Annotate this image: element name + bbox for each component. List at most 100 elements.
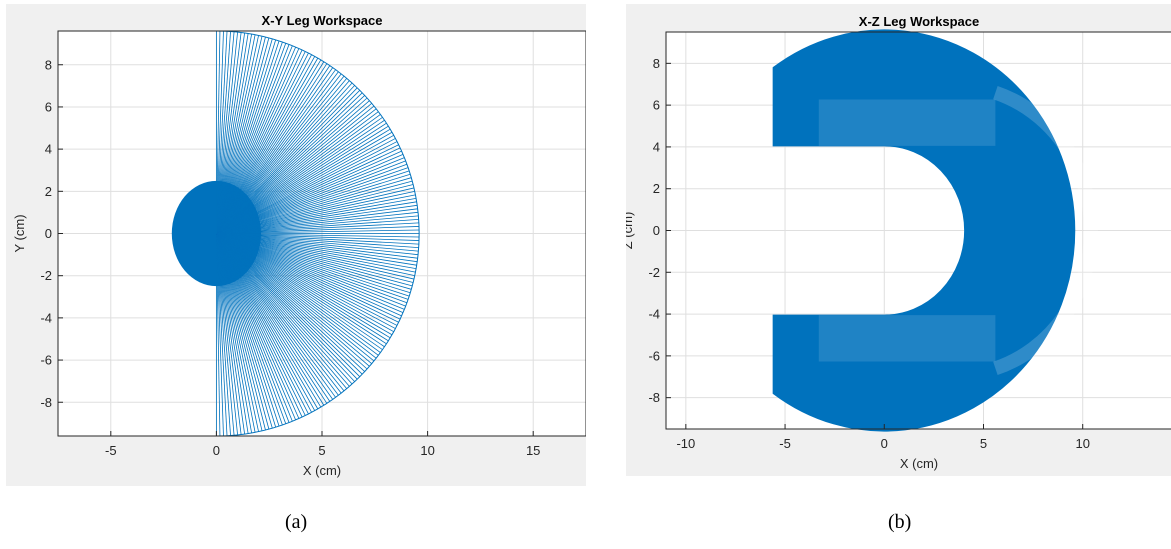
a-ray <box>216 233 280 427</box>
a-ray <box>216 73 342 234</box>
a-outer-arc <box>216 30 420 437</box>
b-middle-arc-band <box>993 85 1098 376</box>
a-ray <box>216 233 266 431</box>
a-ray <box>216 114 381 234</box>
b-xtick-label: -5 <box>779 436 791 451</box>
a-ray <box>216 233 322 408</box>
a-ray <box>216 233 413 287</box>
a-ray <box>216 119 385 234</box>
a-ray <box>216 180 413 234</box>
a-ray <box>216 233 303 418</box>
a-ray <box>216 233 249 434</box>
a-ray <box>216 233 419 245</box>
a-ray <box>216 233 406 307</box>
a-ray <box>216 233 398 326</box>
a-ray <box>216 51 306 234</box>
a-ray <box>216 191 415 234</box>
a-ray <box>216 233 287 424</box>
b-ytick-label: -4 <box>648 307 660 322</box>
a-ray <box>216 233 334 400</box>
a-ytick-label: -4 <box>40 310 52 325</box>
a-ray <box>216 233 387 345</box>
a-ray <box>216 233 353 385</box>
a-ray <box>216 211 419 234</box>
a-workspace-fan <box>171 30 420 437</box>
a-ray <box>216 154 404 234</box>
a-ray <box>216 233 309 415</box>
a-ray <box>216 233 365 372</box>
a-ray <box>216 59 322 234</box>
a-ray <box>216 233 420 238</box>
b-ytick-label: -6 <box>648 348 660 363</box>
a-ray <box>216 167 409 234</box>
a-ray <box>216 233 242 435</box>
b-ytick-label: -2 <box>648 265 660 280</box>
a-ytick-label: 4 <box>45 142 52 157</box>
a-ray <box>216 56 316 234</box>
a-ray <box>216 218 419 234</box>
b-ytick-label: 4 <box>653 139 660 154</box>
b-workspace <box>772 29 1098 432</box>
b-xtick-label: -10 <box>676 436 695 451</box>
a-ray <box>216 52 309 234</box>
b-xtick-label: 10 <box>1075 436 1089 451</box>
a-ray <box>216 233 415 280</box>
a-ray <box>216 233 290 423</box>
a-ray <box>216 34 253 234</box>
a-ray <box>216 43 287 234</box>
a-ytick-label: 0 <box>45 226 52 241</box>
a-ray <box>216 141 398 234</box>
a-ray <box>216 233 405 310</box>
a-ray <box>216 69 336 234</box>
a-ray <box>216 144 399 234</box>
a-ray <box>216 87 358 234</box>
a-ytick-label: 8 <box>45 57 52 72</box>
a-ray <box>216 108 377 234</box>
a-ray <box>216 39 277 234</box>
a-ray <box>216 233 401 320</box>
a-ray <box>216 233 224 436</box>
a-ray <box>216 233 358 380</box>
a-ray <box>216 233 342 394</box>
b-ylabel: Z (cm) <box>626 212 635 250</box>
a-ray <box>216 49 303 234</box>
a-ray <box>216 233 293 422</box>
a-ray <box>216 233 394 333</box>
a-ray <box>216 71 339 234</box>
a-ray <box>216 233 238 435</box>
a-ray <box>216 90 361 234</box>
a-ray <box>216 138 396 234</box>
a-ray <box>216 67 334 234</box>
a-ray <box>216 233 348 389</box>
a-ray <box>216 48 300 234</box>
b-ytick-label: 0 <box>653 223 660 238</box>
a-xtick-label: -5 <box>105 443 117 458</box>
a-ray <box>216 233 228 436</box>
a-ray <box>216 134 394 234</box>
a-ray <box>216 233 300 419</box>
a-ray <box>216 208 418 234</box>
b-ytick-label: 8 <box>653 56 660 71</box>
a-ray <box>216 233 319 410</box>
a-ray <box>216 131 393 234</box>
a-ray <box>216 215 419 234</box>
a-ytick-label: -2 <box>40 268 52 283</box>
a-ray <box>216 40 280 234</box>
a-ray <box>216 233 328 404</box>
a-xlabel: X (cm) <box>303 463 341 478</box>
b-ytick-label: 6 <box>653 98 660 113</box>
a-ytick-label: 2 <box>45 184 52 199</box>
a-ray <box>216 54 312 234</box>
a-ray <box>216 125 389 234</box>
a-ray <box>216 194 416 234</box>
a-ray <box>216 233 363 375</box>
b-ytick-label: -8 <box>648 390 660 405</box>
a-ray <box>216 32 242 234</box>
a-ray <box>216 170 410 234</box>
a-ray <box>216 233 418 263</box>
b-title: X-Z Leg Workspace <box>859 14 979 29</box>
a-ray <box>216 57 319 234</box>
a-xtick-label: 5 <box>318 443 325 458</box>
a-ray <box>216 163 408 234</box>
a-ray <box>216 44 290 234</box>
